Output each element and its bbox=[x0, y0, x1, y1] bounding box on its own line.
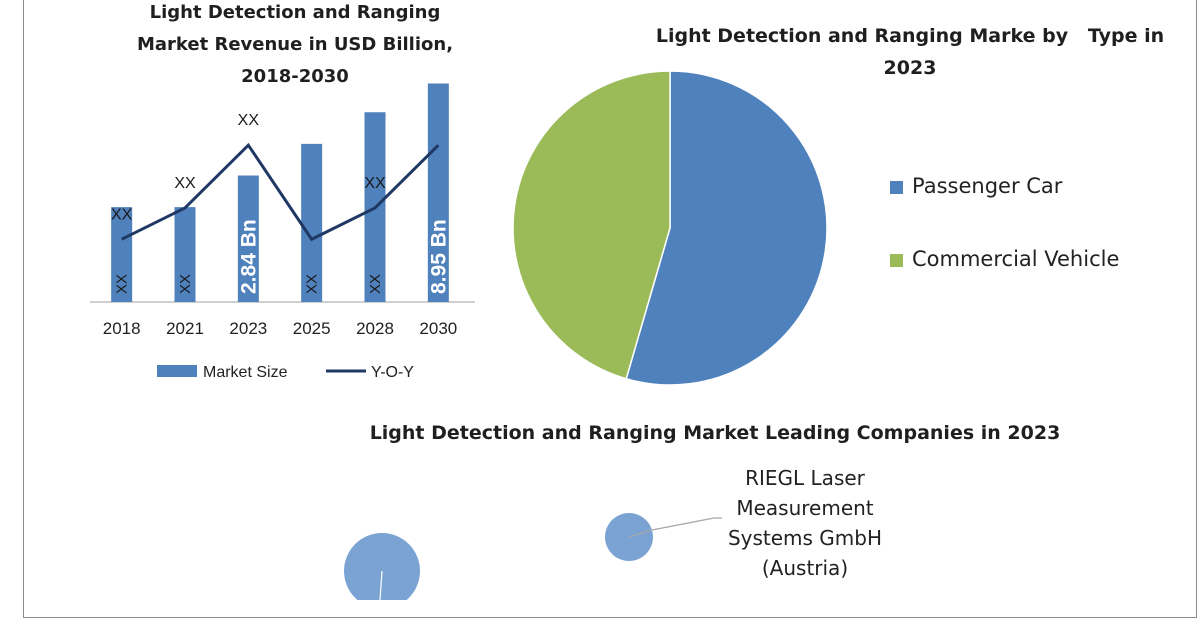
pie-chart-title: Light Detection and Ranging Marke by Typ… bbox=[640, 20, 1180, 84]
market-size-bar bbox=[427, 83, 449, 302]
bar-chart-title-line-2: Market Revenue in USD Billion, bbox=[136, 34, 454, 55]
legend-swatch-market-size bbox=[157, 365, 197, 377]
legend-label-market-size: Market Size bbox=[203, 364, 288, 381]
bar-chart-x-tick-label: 2030 bbox=[419, 319, 457, 338]
bar-chart-x-tick-label: 2021 bbox=[166, 319, 204, 338]
market-size-bar bbox=[301, 143, 323, 302]
pie-chart-title-line-1: Light Detection and Ranging Marke by Typ… bbox=[655, 25, 1165, 47]
market-size-bar-label: XX bbox=[304, 274, 321, 294]
callout-line-3: Systems GmbH bbox=[727, 526, 883, 550]
yoy-data-label: XX bbox=[364, 175, 386, 192]
legend-label-yoy: Y-O-Y bbox=[371, 364, 414, 381]
market-size-bar-label: XX bbox=[177, 274, 194, 294]
company-bubble bbox=[344, 533, 420, 600]
callout-line-2: Measurement bbox=[736, 496, 874, 520]
pie-legend-swatch bbox=[890, 181, 903, 194]
company-callout-label: RIEGL Laser Measurement Systems GmbH (Au… bbox=[700, 463, 910, 583]
yoy-data-label: XX bbox=[174, 175, 196, 192]
market-size-bar bbox=[237, 175, 259, 302]
bar-chart-x-tick-label: 2025 bbox=[293, 319, 331, 338]
bar-chart-x-tick-label: 2018 bbox=[103, 319, 141, 338]
bar-chart: XX 2018 XX 2021 2.84 Bn 2023 XX 2025 XX 2028 8.95 … bbox=[90, 83, 475, 381]
company-callout-leader bbox=[628, 517, 722, 538]
bar-chart-x-tick-label: 2023 bbox=[229, 319, 267, 338]
bar-chart-x-tick-label: 2028 bbox=[356, 319, 394, 338]
companies-chart-title: Light Detection and Ranging Market Leadi… bbox=[369, 422, 1061, 444]
market-size-bar-label: 8.95 Bn bbox=[427, 219, 450, 294]
market-size-bar bbox=[174, 207, 196, 302]
market-size-bar bbox=[111, 207, 133, 302]
company-bubble-leader bbox=[379, 570, 383, 600]
yoy-data-label: XX bbox=[238, 112, 260, 129]
pie-legend-label: Passenger Car bbox=[912, 174, 1063, 198]
pie-legend-swatch bbox=[890, 254, 903, 267]
chart-canvas: XX 2018 XX 2021 2.84 Bn 2023 XX 2025 XX 2028 8.95 … bbox=[90, 70, 1119, 600]
pie-chart-title-line-2: 2023 bbox=[883, 57, 937, 79]
callout-line-1: RIEGL Laser bbox=[745, 466, 865, 490]
yoy-data-label: XX bbox=[111, 206, 133, 223]
pie-chart: Passenger Car Commercial Vehicle bbox=[512, 70, 1119, 386]
market-size-bar-label: XX bbox=[114, 274, 131, 294]
callout-line-4: (Austria) bbox=[761, 556, 849, 580]
bar-chart-title-line-3: 2018-2030 bbox=[241, 66, 349, 87]
market-size-bar-label: XX bbox=[367, 274, 384, 294]
pie-legend-label: Commercial Vehicle bbox=[912, 247, 1119, 271]
bubble-chart bbox=[344, 513, 722, 600]
bar-chart-title-line-1: Light Detection and Ranging bbox=[149, 2, 441, 23]
pie-slice bbox=[625, 70, 828, 386]
market-size-bar-label: 2.84 Bn bbox=[237, 219, 260, 294]
pie-slice bbox=[512, 70, 671, 380]
yoy-line bbox=[121, 142, 440, 242]
bar-chart-title: Light Detection and Ranging Market Reven… bbox=[110, 0, 480, 93]
